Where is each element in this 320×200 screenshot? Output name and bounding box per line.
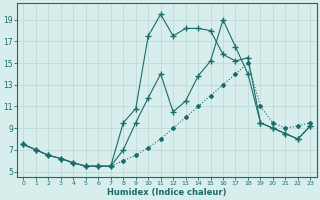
X-axis label: Humidex (Indice chaleur): Humidex (Indice chaleur) [107,188,227,197]
